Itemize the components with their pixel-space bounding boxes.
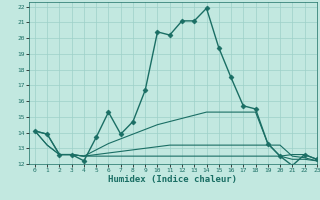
X-axis label: Humidex (Indice chaleur): Humidex (Indice chaleur) <box>108 175 237 184</box>
